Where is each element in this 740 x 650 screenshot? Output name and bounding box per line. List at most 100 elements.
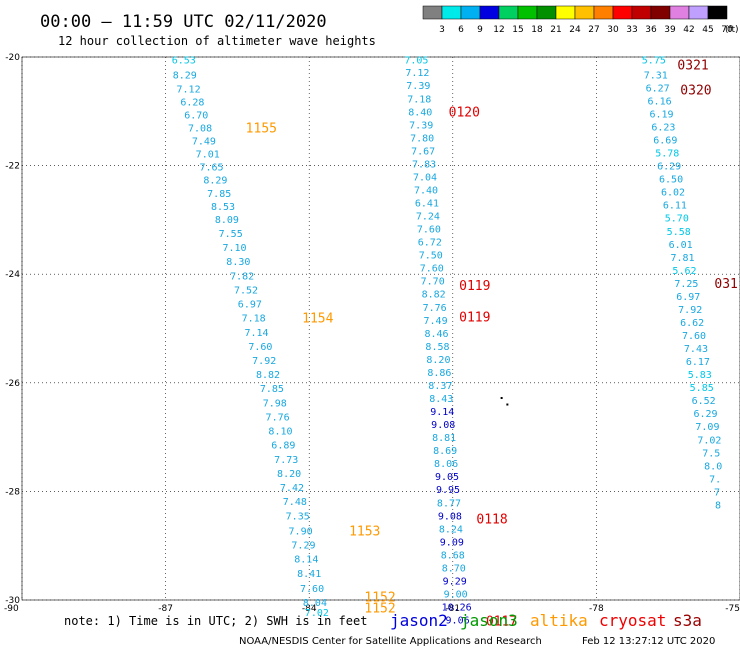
y-tick-labels: -20 -22 -24 -26 -28 -30: [5, 53, 20, 606]
wave-height-value: 7.52: [234, 285, 258, 296]
scale-label: 36: [645, 25, 657, 35]
satellite-legend: jason2 jason3 altika cryosat s3a: [390, 611, 702, 630]
scale-swatch: [612, 5, 633, 20]
wave-height-value: 8.37: [428, 381, 452, 392]
scale-swatch: [517, 5, 538, 20]
scale-label: 27: [588, 25, 599, 35]
wave-height-value: 8.58: [425, 342, 449, 353]
footer-credit: NOAA/NESDIS Center for Satellite Applica…: [239, 636, 542, 647]
wave-height-value: 7.40: [414, 185, 438, 196]
wave-height-value: 6.16: [648, 96, 672, 107]
pass-time-label: 1154: [302, 312, 333, 327]
wave-height-value: 8.14: [294, 555, 318, 566]
wave-height-value: 7.80: [410, 133, 434, 144]
wave-height-value: 7.25: [674, 279, 698, 290]
wave-height-value: 7.85: [260, 384, 284, 395]
wave-height-value: 7.60: [420, 264, 444, 275]
pass-time-label: 0119: [459, 311, 490, 326]
wave-height-value: 7.55: [219, 229, 243, 240]
wave-height-value: 7.76: [266, 412, 290, 423]
scale-label: 18: [531, 25, 543, 35]
wave-height-value: 6.29: [657, 162, 681, 173]
wave-height-value: 7.83: [412, 159, 436, 170]
wave-height-value: 9.29: [443, 576, 467, 587]
wave-height-value: 7.39: [409, 120, 433, 131]
x-tick-label: -81: [445, 604, 460, 614]
wave-height-value: 7.98: [263, 398, 287, 409]
wave-height-value: 9.08: [438, 511, 462, 522]
wave-height-value: 8.0: [704, 461, 722, 472]
x-tick-label: -87: [158, 604, 173, 614]
satellite-s3a: s3a: [673, 611, 702, 630]
wave-height-value: 8.53: [211, 202, 235, 213]
scale-swatch: [498, 5, 519, 20]
wave-height-value: 6.17: [686, 357, 710, 368]
wave-height-value: 6.28: [180, 98, 204, 109]
wave-height-value: 7.90: [289, 526, 313, 537]
scale-label: 30: [607, 25, 619, 35]
wave-height-value: 7.76: [423, 303, 447, 314]
wave-height-value: 7: [714, 487, 720, 498]
satellite-altika: altika: [530, 611, 588, 630]
wave-height-value: 7.49: [424, 316, 448, 327]
wave-height-value: 5.83: [688, 370, 712, 381]
y-tick-label: -28: [5, 487, 20, 497]
wave-height-value: 8.20: [426, 355, 450, 366]
wave-height-value: 6.01: [669, 240, 693, 251]
wave-height-value: 7.42: [280, 483, 304, 494]
wave-height-value: 7.43: [684, 344, 708, 355]
pass-time-label: 1152: [364, 591, 395, 606]
wave-height-value: 5.62: [672, 266, 696, 277]
scale-swatch: [536, 5, 557, 20]
wave-height-value: 8: [715, 500, 721, 511]
wave-height-value: 8.69: [433, 446, 457, 457]
scale-label: (ft): [725, 25, 739, 35]
wave-height-value: 9.09: [440, 537, 464, 548]
scale-label: 33: [626, 25, 637, 35]
wave-height-value: 8.82: [422, 290, 446, 301]
wave-height-value: 7.02: [697, 435, 721, 446]
wave-height-value: 7.18: [242, 314, 266, 325]
chart-subtitle: 12 hour collection of altimeter wave hei…: [58, 34, 376, 48]
y-tick-label: -22: [5, 162, 20, 172]
scale-label: 6: [458, 25, 464, 35]
wave-height-value: 6.27: [646, 83, 670, 94]
scale-swatch: [593, 5, 614, 20]
wave-height-value: 8.29: [173, 70, 197, 81]
scale-swatch: [479, 5, 500, 20]
dot-mark: [500, 397, 503, 400]
wave-height-points: 6.53 8.29 7.12 6.28 6.70 7.08 7.49 7.01 7.65 8.29…: [172, 56, 722, 627]
scale-swatch: [460, 5, 481, 20]
y-tick-label: -24: [5, 270, 20, 280]
wave-height-value: 8.20: [277, 469, 301, 480]
wave-height-value: 7.: [709, 474, 721, 485]
wave-height-value: 6.62: [680, 318, 704, 329]
wave-height-value: 8.24: [439, 524, 463, 535]
wave-height-value: 6.23: [651, 123, 675, 134]
y-tick-label: -30: [5, 596, 20, 606]
scale-label: 42: [683, 25, 694, 35]
scale-label: 9: [477, 25, 483, 35]
wave-height-value: 7.70: [421, 277, 445, 288]
wave-height-value: 8.09: [215, 215, 239, 226]
satellite-cryosat: cryosat: [599, 611, 666, 630]
wave-height-value: 8.29: [203, 176, 227, 187]
wave-height-value: 9.06: [446, 616, 470, 627]
wave-height-value: 5.85: [690, 383, 714, 394]
wave-height-value: 7.60: [417, 225, 441, 236]
wave-height-value: 8.43: [429, 394, 453, 405]
wave-height-value: 7.60: [248, 342, 272, 353]
scale-swatch: [669, 5, 690, 20]
wave-height-value: 6.41: [415, 199, 439, 210]
wave-height-value: 6.70: [184, 111, 208, 122]
wave-height-value: 8.06: [434, 459, 458, 470]
wave-height-value: 7.73: [274, 455, 298, 466]
wave-height-value: 7.35: [286, 511, 310, 522]
wave-height-value: 7.48: [283, 497, 307, 508]
wave-height-value: 6.69: [653, 136, 677, 147]
wave-height-value: 8.70: [442, 563, 466, 574]
color-scale-labels: 3 6 9 12 15 18 21 24 27 30 33 36 39 42 45 70(ft): [439, 25, 738, 35]
wave-height-value: 7.24: [416, 212, 440, 223]
pass-time-label: 0320: [680, 84, 711, 99]
